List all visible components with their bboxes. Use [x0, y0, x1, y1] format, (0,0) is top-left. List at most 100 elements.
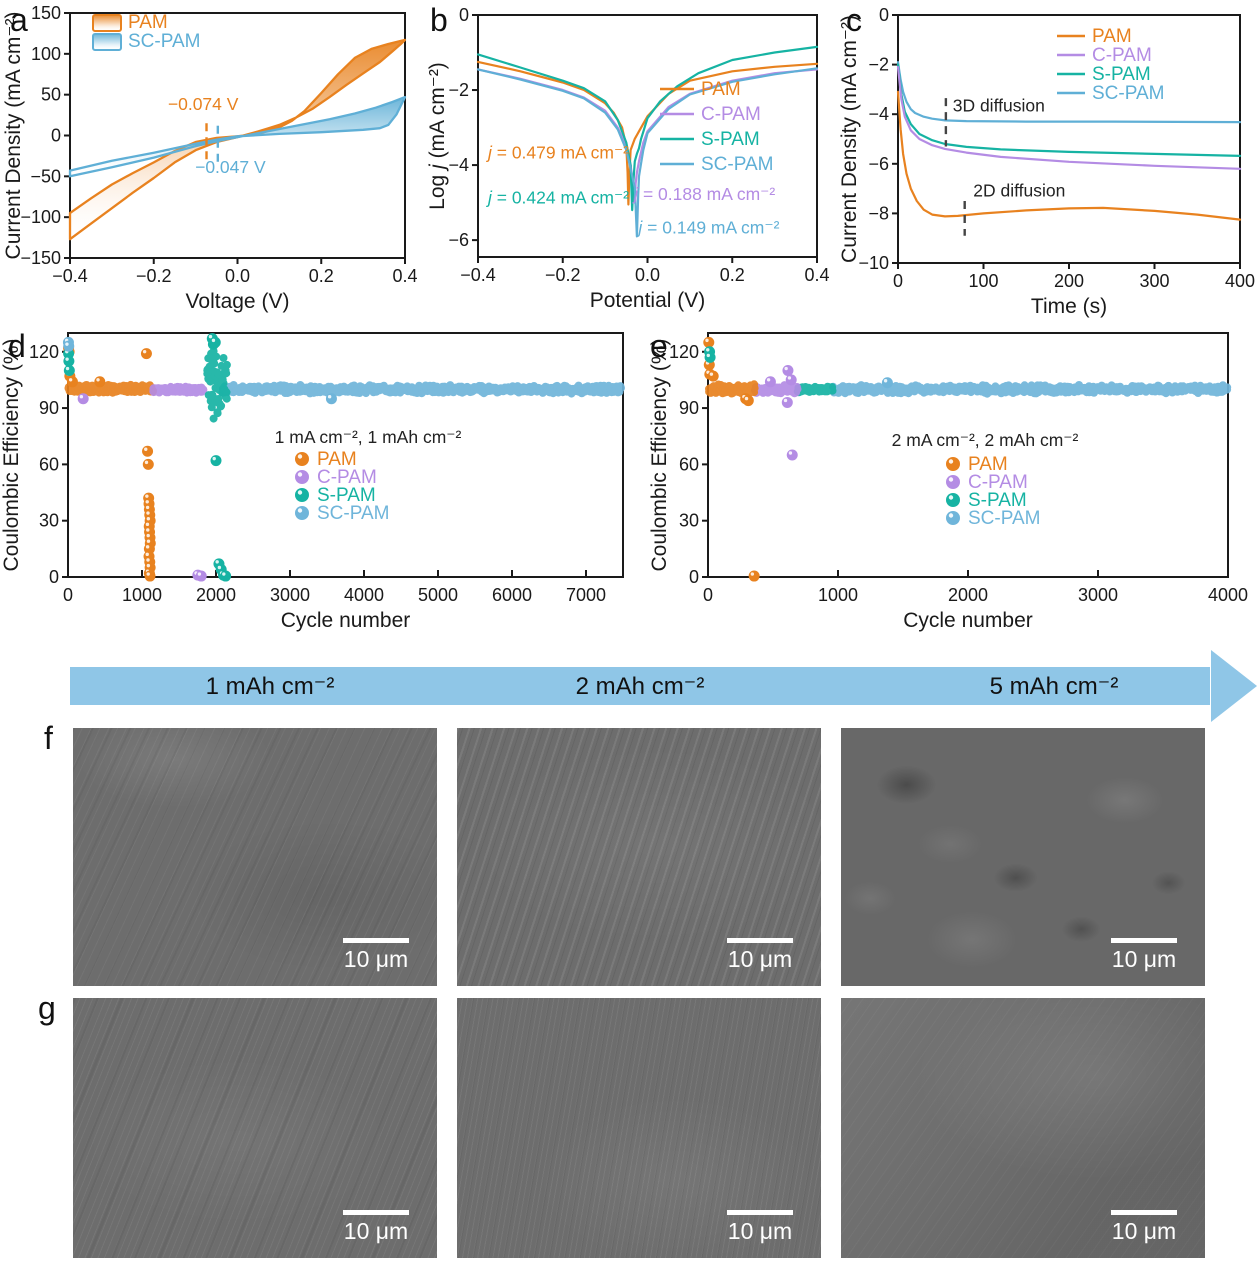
y-tick-label: −8 — [868, 203, 889, 223]
scale-bar-line — [1111, 1209, 1177, 1215]
chart-text-part: S-PAM — [1092, 64, 1151, 85]
chart-text-part: 60 — [39, 454, 59, 474]
x-tick-label: −0.4 — [52, 266, 88, 286]
y-tick-label: 30 — [679, 511, 699, 531]
scale-bar: 10 μm — [1111, 1209, 1177, 1244]
scatter-outlier-highlight — [706, 353, 710, 358]
chart-text-part: 90 — [39, 398, 59, 418]
scatter-outlier — [782, 365, 794, 377]
chart-text-part: Cycle number — [281, 609, 411, 632]
scale-bar-line — [1111, 937, 1177, 943]
scatter-outlier-highlight — [96, 378, 100, 382]
chart-text-part: Current Density (mA cm⁻²) — [838, 15, 861, 263]
scatter-outlier — [325, 393, 337, 405]
x-tick-label: 4000 — [344, 585, 384, 605]
chart-text-part: −0.074 V — [168, 94, 239, 114]
chart-text-part: −0.2 — [136, 266, 172, 286]
arrow-body — [70, 667, 1210, 705]
scale-bar-label: 10 μm — [1111, 1217, 1177, 1244]
scale-bar-line — [343, 937, 409, 943]
legend-label: S-PAM — [968, 490, 1027, 511]
scatter-outlier-highlight — [146, 572, 150, 576]
scatter-outlier — [220, 570, 232, 582]
chart-text-part: S-PAM — [968, 490, 1027, 511]
panel-label-b: b — [430, 2, 448, 38]
chart-text-part: 400 — [1225, 271, 1255, 291]
y-tick-label: −100 — [20, 207, 61, 227]
chart-text-part: 0.0 — [225, 266, 250, 286]
scatter-outlier-highlight — [208, 334, 213, 339]
chart-text-part: 150 — [31, 3, 61, 23]
legend-label: C-PAM — [968, 472, 1028, 493]
chart-text-part: 0 — [63, 585, 73, 605]
annotation: 3D diffusion — [953, 96, 1045, 116]
scatter-point — [617, 384, 625, 392]
scatter-outlier-highlight — [146, 558, 150, 562]
scale-bar: 10 μm — [727, 1209, 793, 1244]
chart-text-part: PAM — [128, 12, 168, 33]
chart-text-part: 5000 — [418, 585, 458, 605]
chart-text-part: Cycle number — [903, 609, 1033, 632]
series-S-PAM — [476, 45, 819, 212]
x-tick-label: 0 — [703, 585, 713, 605]
scatter-outlier — [94, 376, 106, 388]
x-axis-label: Voltage (V) — [186, 290, 290, 313]
x-tick-label: 2000 — [948, 585, 988, 605]
panel-label-a: a — [10, 2, 28, 38]
y-tick-label: 60 — [679, 454, 699, 474]
sem-texture — [457, 728, 821, 986]
scatter-outlier — [66, 376, 78, 388]
chart-text-part: C-PAM — [317, 467, 377, 488]
scatter-outlier-highlight — [327, 394, 332, 399]
scatter-point — [222, 360, 231, 369]
scatter-point — [207, 403, 216, 412]
x-tick-label: 6000 — [492, 585, 532, 605]
scale-bar-label: 10 μm — [727, 945, 793, 972]
legend-sphere-highlight — [948, 513, 954, 518]
series-C-PAM — [896, 66, 1242, 170]
chart-text-part: C-PAM — [1092, 45, 1152, 66]
chart-text-part: = 0.149 mA cm⁻² — [642, 217, 779, 237]
legend-swatch — [92, 14, 122, 32]
chart-text-part: j — [632, 184, 639, 204]
chart-text-part: −0.4 — [52, 266, 88, 286]
scatter-outlier-highlight — [145, 552, 149, 557]
y-axis-label: Log j (mA cm⁻²) — [426, 62, 449, 210]
condition-label: 2 mA cm⁻², 2 mAh cm⁻² — [892, 430, 1079, 450]
chart-text-part: j — [636, 217, 643, 237]
chart-text-part: 2 mA cm⁻², 2 mAh cm⁻² — [892, 430, 1079, 450]
scatter-outlier-highlight — [783, 398, 788, 403]
x-tick-label: 0.2 — [720, 265, 745, 285]
x-tick-label: −0.2 — [545, 265, 581, 285]
scatter-outlier — [881, 377, 893, 389]
panel-label-d: d — [8, 328, 26, 364]
y-tick-label: −6 — [448, 230, 469, 250]
x-axis-label: Cycle number — [281, 609, 411, 632]
scatter-point — [222, 388, 231, 397]
scatter-outlier-highlight — [787, 376, 792, 380]
series-PAM — [68, 38, 407, 241]
chart-text-part: j — [426, 163, 449, 172]
chart-text-part: SC-PAM — [968, 508, 1040, 529]
scale-bar-line — [343, 1209, 409, 1215]
scatter-outlier-highlight — [146, 563, 151, 568]
x-tick-label: 0.4 — [392, 266, 417, 286]
scatter-outlier-highlight — [784, 366, 788, 371]
legend-label: SC-PAM — [968, 508, 1040, 529]
scatter-outlier-highlight — [222, 572, 226, 576]
chart-text-part: 100 — [968, 271, 998, 291]
scatter-outlier — [748, 570, 760, 582]
chart-text-part: PAM — [1092, 26, 1132, 47]
x-tick-label: 1000 — [818, 585, 858, 605]
scatter-outlier-highlight — [146, 539, 151, 543]
legend-sphere — [946, 457, 960, 471]
scatter-outlier — [764, 376, 776, 388]
chart-text-part: −6 — [448, 230, 469, 250]
series-SC-PAM — [68, 95, 407, 178]
x-tick-label: 0 — [893, 271, 903, 291]
arrow-label-2: 2 mAh cm⁻² — [575, 673, 705, 700]
panel-label-c: c — [846, 2, 862, 38]
y-tick-label: 0 — [459, 5, 469, 25]
legend-sphere-highlight — [297, 472, 303, 477]
condition-label: 1 mA cm⁻², 1 mAh cm⁻² — [275, 427, 462, 447]
